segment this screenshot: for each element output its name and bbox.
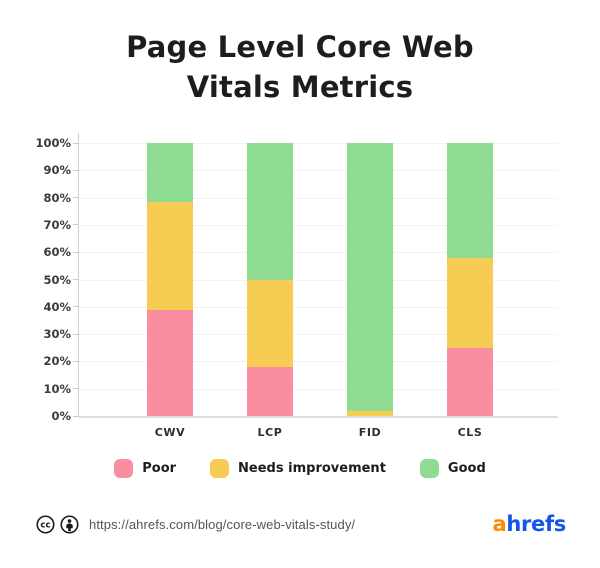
bar-cls [447,143,493,416]
footer: cc https://ahrefs.com/blog/core-web-vita… [36,511,566,537]
license-attribution: cc https://ahrefs.com/blog/core-web-vita… [36,514,356,534]
gridline-30% [79,334,558,336]
source-url: https://ahrefs.com/blog/core-web-vitals-… [89,516,356,532]
bar-segment-cls-needs-improvement [447,257,493,348]
gridline-10% [79,388,558,390]
bar-cwv [147,143,193,416]
gridline-40% [79,306,558,308]
y-axis-tick [73,333,78,335]
y-axis-label: 70% [43,217,71,232]
y-axis-label: 50% [43,272,71,287]
bar-segment-lcp-good [247,143,293,280]
y-axis-label: 40% [43,299,71,314]
bar-segment-fid-good [347,143,393,411]
y-axis-tick [73,197,78,199]
chart-title: Page Level Core Web Vitals Metrics [0,27,600,107]
gridline-60% [79,252,558,254]
y-axis-label: 0% [51,409,71,423]
gridline-50% [79,279,558,281]
creative-commons-icon: cc [36,514,55,534]
gridline-70% [79,224,558,226]
bar-segment-lcp-poor [247,366,293,416]
legend-swatch-needs-improvement [210,459,230,478]
legend-item-good: Good [419,459,486,478]
y-axis-label: 90% [43,163,71,178]
gridline-90% [79,170,558,172]
ahrefs-logo-hrefs: hrefs [506,512,566,536]
legend-swatch-poor [114,459,134,478]
chart-title-line1: Page Level Core Web [126,30,474,64]
y-axis-tick [73,169,78,171]
y-axis-tick [73,142,78,144]
y-axis-label: 80% [43,190,71,205]
bar-lcp [247,143,293,416]
gridline-100% [79,143,558,144]
stacked-bar-chart: 0% 10% 20% 30% 40% 50% 60% 70% 80% 90% 100% CWV LCP F… [35,133,558,439]
y-axis-tick [73,360,78,362]
ahrefs-logo: ahrefs [492,512,566,536]
bar-segment-cls-good [447,143,493,258]
svg-text:cc: cc [40,520,50,530]
x-axis-label-cwv: CWV [154,426,186,439]
chart-legend: Poor Needs improvement Good [0,459,600,478]
y-axis-tick [73,251,78,253]
bar-segment-cwv-good [147,143,193,202]
bar-segment-lcp-needs-improvement [247,279,293,367]
bar-segment-cls-poor [447,347,493,416]
y-axis-label: 30% [43,327,71,342]
bar-segment-cwv-needs-improvement [147,201,193,310]
x-axis-label-fid: FID [358,426,382,439]
y-axis-label: 100% [35,136,71,150]
legend-label-needs-improvement: Needs improvement [238,461,386,476]
chart-title-line2: Vitals Metrics [186,70,414,104]
y-axis-line [78,133,79,417]
y-axis-tick [73,306,78,308]
bar-segment-cwv-poor [147,309,193,416]
y-axis-tick [73,388,78,390]
legend-item-needs-improvement: Needs improvement [210,459,386,478]
legend-swatch-good [419,459,439,478]
gridline-80% [79,197,558,199]
y-axis-tick [73,224,78,226]
bar-fid [347,143,393,416]
y-axis-label: 20% [43,354,71,369]
x-axis-label-lcp: LCP [257,426,283,439]
x-axis-label-cls: CLS [457,426,483,439]
legend-label-poor: Poor [142,461,177,476]
attribution-icon [60,514,79,534]
x-axis-line [78,416,558,418]
gridline-20% [79,361,558,363]
legend-label-good: Good [447,461,486,476]
bar-segment-fid-needs-improvement [347,410,393,416]
y-axis-tick [73,279,78,280]
y-axis-label: 60% [43,245,71,260]
ahrefs-logo-a: a [492,512,507,536]
y-axis-label: 10% [43,381,71,396]
legend-item-poor: Poor [114,459,176,478]
y-axis-tick [73,415,78,417]
